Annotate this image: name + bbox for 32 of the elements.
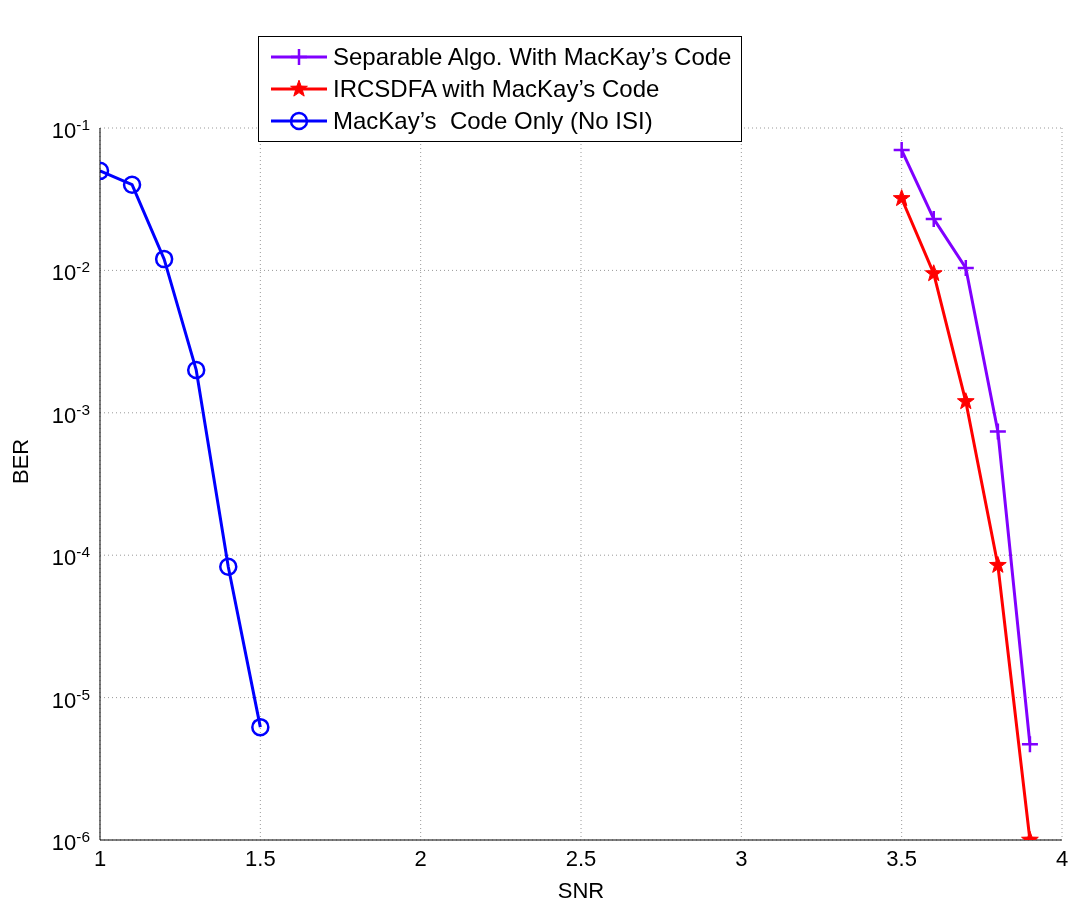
legend-label: MacKay’s Code Only (No ISI) [333,106,653,136]
y-tick-label: 10$^{-3}$ [51,400,90,428]
point [988,422,1008,441]
x-tick-label: 3.5 [886,845,917,871]
point [154,249,174,269]
legend-label: IRCSDFA with MacKay’s Code [333,74,660,104]
point [924,264,943,282]
y-tick-label: 10$^{-4}$ [51,542,91,571]
x-tick-label: 1 [93,845,107,871]
x-tick-label: 4 [1055,845,1069,871]
x-tick-label: 2 [414,845,427,871]
y-tick-label: 10$^{-6}$ [51,827,90,855]
point [1020,735,1040,754]
point [956,392,975,410]
y-tick-label: 10$^{-1}$ [51,115,90,143]
point [989,555,1007,573]
x-axis-title: SNR [557,878,605,903]
x-tick-label: 2.5 [565,845,597,871]
point [186,360,206,380]
point [956,258,976,278]
point [219,557,238,576]
point [892,140,911,160]
legend-label: Separable Algo. With MacKay’s Code [333,42,732,72]
y-tick-label: 10$^{-5}$ [51,685,90,713]
point [122,175,142,194]
x-tick-label: 1.5 [245,845,276,871]
y-axis-title: BER [7,438,33,484]
y-tick-label: 10$^{-2}$ [51,257,90,286]
point [892,189,911,207]
point [924,209,943,229]
x-tick-label: 3 [735,845,748,871]
point [251,717,270,737]
